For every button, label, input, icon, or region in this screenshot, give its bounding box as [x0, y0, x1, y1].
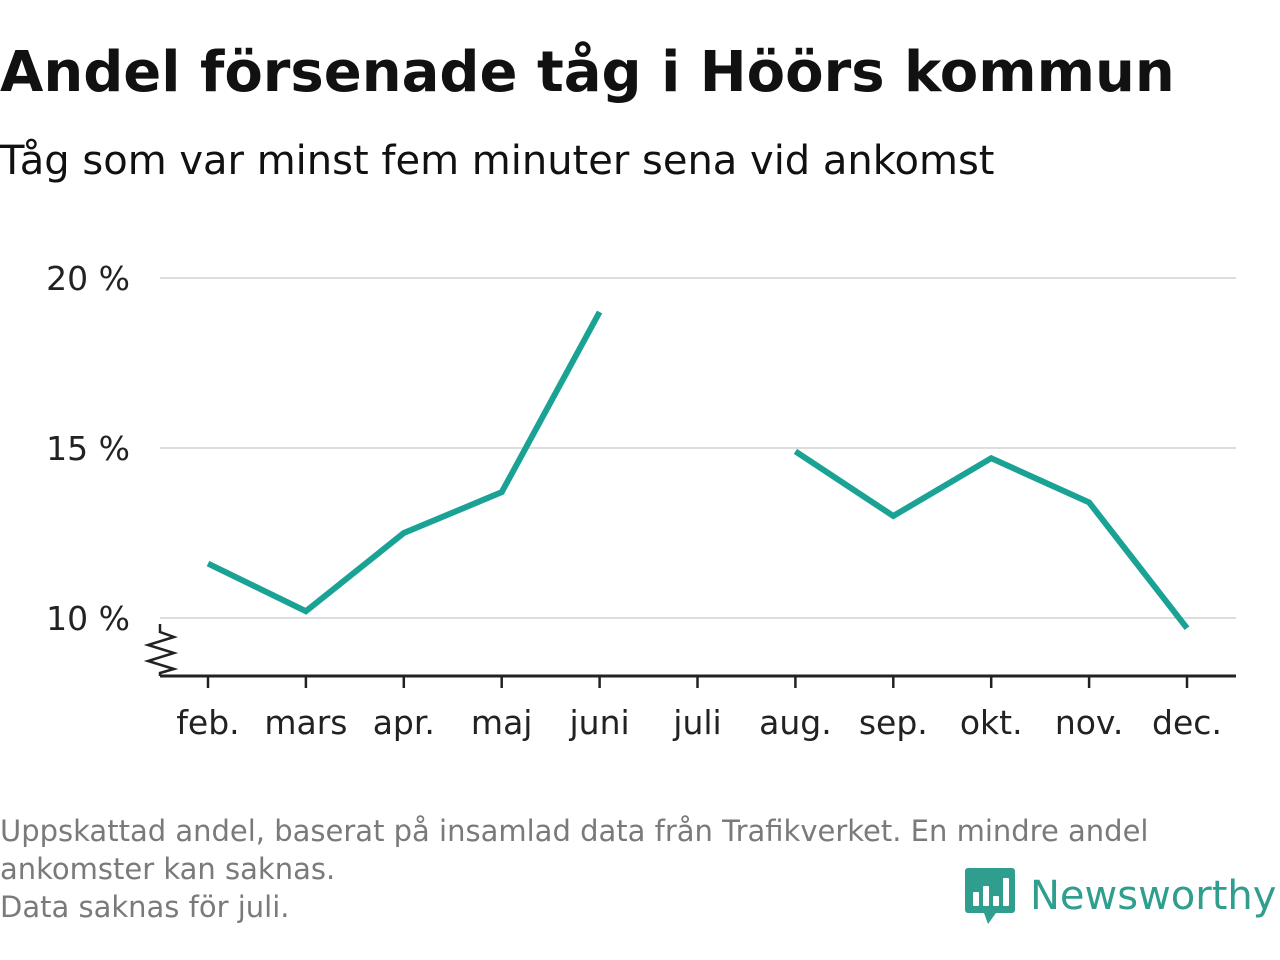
footnote-line: Data saknas för juli. [0, 890, 290, 924]
footnote-line: ankomster kan saknas. [0, 852, 336, 886]
chart-title: Andel försenade tåg i Höörs kommun [0, 40, 1175, 105]
data-lines [206, 310, 1190, 631]
brand-name: Newsworthy [1030, 873, 1277, 919]
y-tick-label: 20 % [46, 259, 130, 298]
series-line-segment [793, 448, 1190, 631]
y-tick-label: 15 % [46, 429, 130, 468]
y-tick-label: 10 % [46, 599, 130, 638]
x-tick-label: okt. [960, 703, 1023, 742]
x-tick-label: maj [471, 703, 533, 742]
chart-subtitle: Tåg som var minst fem minuter sena vid a… [0, 138, 995, 184]
x-tick-label: apr. [373, 703, 435, 742]
x-tick-label: nov. [1055, 703, 1124, 742]
brand-logo: Newsworthy [964, 864, 1276, 928]
x-tick-label: dec. [1152, 703, 1222, 742]
x-tick-label: feb. [176, 703, 239, 742]
x-tick-label: juli [672, 703, 721, 742]
footnote: Uppskattad andel, baserat på insamlad da… [0, 812, 1270, 926]
footnote-line: Uppskattad andel, baserat på insamlad da… [0, 814, 1149, 848]
x-tick-label: sep. [859, 703, 928, 742]
x-tick-label: aug. [759, 703, 832, 742]
x-tick-label: mars [264, 703, 347, 742]
axes: 10 % 15 % 20 % feb. mars apr. maj juni juli aug. s… [46, 259, 1236, 742]
axis-break-icon [143, 624, 179, 676]
series-line-segment [206, 310, 603, 615]
newsworthy-logo-icon [965, 868, 1015, 924]
x-tick-label: juni [569, 703, 630, 742]
gridlines [160, 277, 1236, 619]
